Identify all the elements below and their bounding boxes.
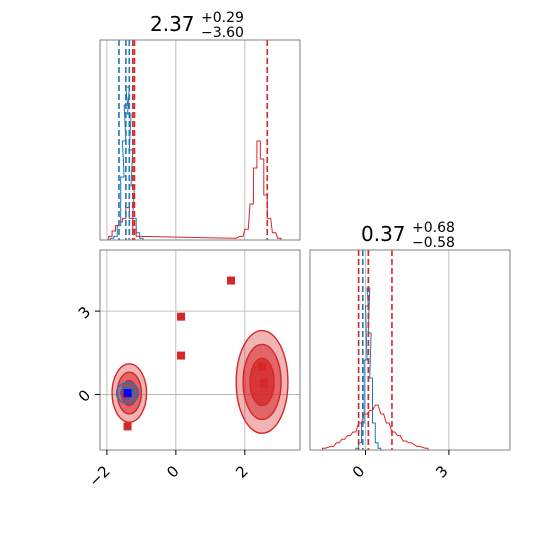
hist-x-title-upper: +0.29 — [201, 10, 244, 26]
scatter-xy-x-tick-label: 0 — [163, 462, 182, 481]
scatter-xy-red-marker — [227, 276, 236, 285]
scatter-xy-frame — [99, 249, 301, 451]
hist-x-panel: 2.37 +0.29 −3.60 — [99, 10, 301, 241]
scatter-xy-red-marker — [259, 379, 268, 388]
scatter-xy-y-ticks: 03 — [75, 303, 100, 406]
hist-y-x-tick-label: 0 — [349, 462, 368, 481]
hist-y-plot-area — [322, 250, 450, 450]
hist-x-title-lower: −3.60 — [201, 25, 244, 41]
scatter-xy-x-ticks: −2 0 2 — [85, 450, 252, 490]
scatter-xy-x-tick-label: 2 — [232, 462, 251, 481]
scatter-xy-red-marker — [258, 362, 267, 371]
hist-y-red-histogram-series — [322, 404, 429, 450]
hist-x-frame — [99, 39, 301, 241]
hist-x-plot-area — [106, 40, 282, 240]
hist-y-title-value: 0.37 — [361, 222, 406, 246]
hist-x-blue-histogram-series — [109, 86, 144, 240]
scatter-xy-x-tick-label: −2 — [85, 462, 113, 490]
hist-y-title-lower: −0.58 — [412, 235, 455, 251]
hist-x-title-value: 2.37 — [150, 12, 195, 36]
scatter-xy-panel: −2 0 2 03 — [75, 249, 301, 490]
scatter-xy-plot-area — [100, 250, 300, 450]
scatter-xy-red-marker — [177, 312, 186, 321]
scatter-xy-y-tick-label: 0 — [75, 386, 94, 405]
hist-y-frame — [309, 249, 511, 451]
hist-y-x-tick-label: 3 — [432, 462, 451, 481]
scatter-xy-red-marker — [177, 351, 186, 360]
scatter-xy-y-tick-label: 3 — [75, 303, 94, 322]
scatter-xy-blue-marker — [123, 389, 132, 398]
hist-y-title-upper: +0.68 — [412, 220, 455, 236]
scatter-xy-red-marker — [123, 422, 132, 431]
